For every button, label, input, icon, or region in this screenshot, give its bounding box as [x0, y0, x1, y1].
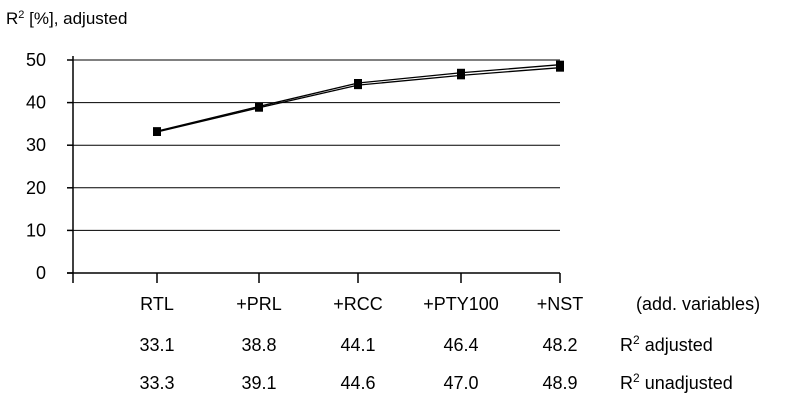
y-tick-label-50: 50 — [26, 50, 46, 70]
y-axis-title-sup: 2 — [18, 9, 24, 21]
category-label-2: +RCC — [333, 294, 383, 314]
category-axis-note: (add. variables) — [636, 294, 760, 314]
category-label-4: +NST — [537, 294, 584, 314]
gridlines — [73, 59, 560, 231]
row-label-unadjusted: R2 unadjusted — [620, 371, 733, 393]
series-lines — [156, 64, 561, 133]
y-tick-label-40: 40 — [26, 93, 46, 113]
y-tick-label-30: 30 — [26, 135, 46, 155]
y-tick-labels: 0 10 20 30 40 50 — [26, 50, 46, 283]
data-markers — [153, 60, 564, 136]
series-line-unadjusted — [156, 64, 561, 132]
value-unadjusted-4: 48.9 — [542, 373, 577, 393]
category-labels: RTL +PRL +RCC +PTY100 +NST — [140, 294, 583, 314]
value-adjusted-2: 44.1 — [340, 335, 375, 355]
value-adjusted-3: 46.4 — [443, 335, 478, 355]
marker-unadjusted-3 — [457, 68, 465, 77]
y-tick-label-0: 0 — [36, 263, 46, 283]
value-adjusted-1: 38.8 — [241, 335, 276, 355]
value-adjusted-4: 48.2 — [542, 335, 577, 355]
y-axis-title-rest: [%], adjusted — [24, 9, 127, 28]
value-unadjusted-2: 44.6 — [340, 373, 375, 393]
y-tick-label-10: 10 — [26, 220, 46, 240]
row-label-rest: adjusted — [640, 335, 713, 355]
y-axis-title-base: R — [6, 9, 18, 28]
row-label-adjusted: R2 adjusted — [620, 333, 713, 355]
y-axis-title: R2 [%], adjusted — [6, 9, 127, 28]
series-line-adjusted — [156, 67, 561, 133]
value-unadjusted-0: 33.3 — [139, 373, 174, 393]
row-label-sup: 2 — [633, 371, 640, 385]
axes — [67, 56, 561, 283]
y-tick-label-20: 20 — [26, 178, 46, 198]
value-adjusted-0: 33.1 — [139, 335, 174, 355]
marker-unadjusted-2 — [354, 79, 362, 88]
value-unadjusted-1: 39.1 — [241, 373, 276, 393]
row-label-rest: unadjusted — [640, 373, 733, 393]
category-label-0: RTL — [140, 294, 174, 314]
marker-unadjusted-1 — [255, 102, 263, 111]
value-unadjusted-3: 47.0 — [443, 373, 478, 393]
value-table: 33.1 38.8 44.1 46.4 48.2 33.3 39.1 44.6 47.0 48.9 — [139, 335, 577, 393]
category-label-1: +PRL — [236, 294, 282, 314]
row-label-base: R — [620, 335, 633, 355]
marker-unadjusted-0 — [153, 127, 161, 136]
marker-unadjusted-4 — [556, 60, 564, 69]
row-label-base: R — [620, 373, 633, 393]
category-label-3: +PTY100 — [423, 294, 499, 314]
row-label-sup: 2 — [633, 333, 640, 347]
